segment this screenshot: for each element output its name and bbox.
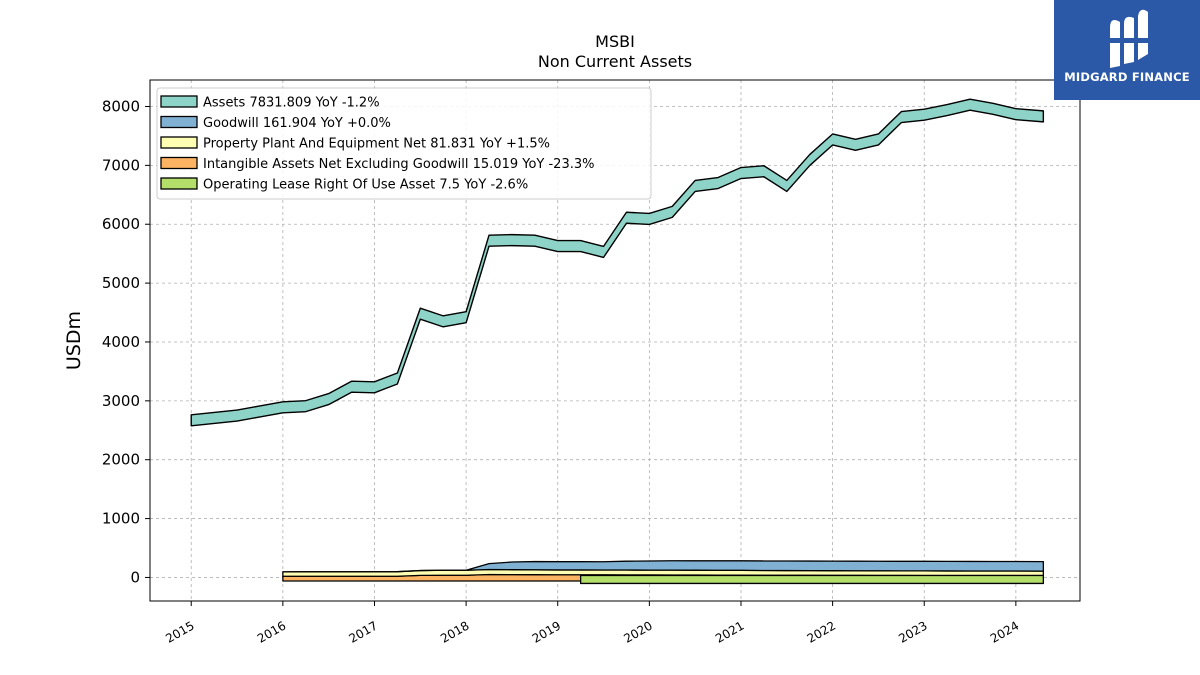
x-tick-label: 2022 <box>805 618 838 645</box>
legend-swatch <box>160 115 198 129</box>
y-tick-label: 2000 <box>102 451 140 469</box>
y-tick-label: 7000 <box>102 156 140 174</box>
series-line <box>190 98 1045 427</box>
x-tick-label: 2024 <box>988 618 1021 645</box>
y-tick-label: 3000 <box>102 392 140 410</box>
series-area <box>579 574 1044 585</box>
legend-label: Intangible Assets Net Excluding Goodwill… <box>203 157 594 172</box>
x-tick-label: 2023 <box>896 618 929 645</box>
legend-swatch <box>160 156 198 170</box>
legend-label: Operating Lease Right Of Use Asset 7.5 Y… <box>203 178 528 193</box>
x-tick-label: 2019 <box>530 618 563 645</box>
chart-title: MSBI <box>595 32 635 51</box>
legend-box <box>156 87 652 200</box>
x-tick-label: 2021 <box>713 618 746 645</box>
y-tick-label: 1000 <box>102 510 140 528</box>
y-axis-label: USDm <box>63 311 85 370</box>
x-tick-label: 2016 <box>255 618 288 645</box>
y-tick-label: 0 <box>130 568 140 586</box>
plot-frame <box>149 79 1081 602</box>
y-tick-label: 4000 <box>102 333 140 351</box>
legend-swatch <box>160 95 198 108</box>
midgard-m-icon <box>1106 9 1150 68</box>
y-tick-label: 8000 <box>102 97 140 115</box>
legend-swatch <box>160 177 198 190</box>
chart-subtitle: Non Current Assets <box>537 52 693 71</box>
legend-label: Goodwill 161.904 YoY +0.0% <box>203 116 391 131</box>
y-tick-label: 6000 <box>102 215 140 233</box>
series-area <box>282 560 1044 573</box>
x-tick-label: 2018 <box>438 618 471 645</box>
legend-label: Assets 7831.809 YoY -1.2% <box>203 96 380 111</box>
logo-text: MIDGARD FINANCE <box>1064 70 1190 84</box>
x-tick-label: 2020 <box>621 618 654 645</box>
x-tick-label: 2017 <box>347 618 380 645</box>
legend-label: Property Plant And Equipment Net 81.831 … <box>203 137 550 152</box>
x-tick-label: 2015 <box>163 618 196 645</box>
y-tick-label: 5000 <box>102 274 140 292</box>
brand-logo: MIDGARD FINANCE <box>1054 0 1200 100</box>
legend-swatch <box>160 136 198 149</box>
